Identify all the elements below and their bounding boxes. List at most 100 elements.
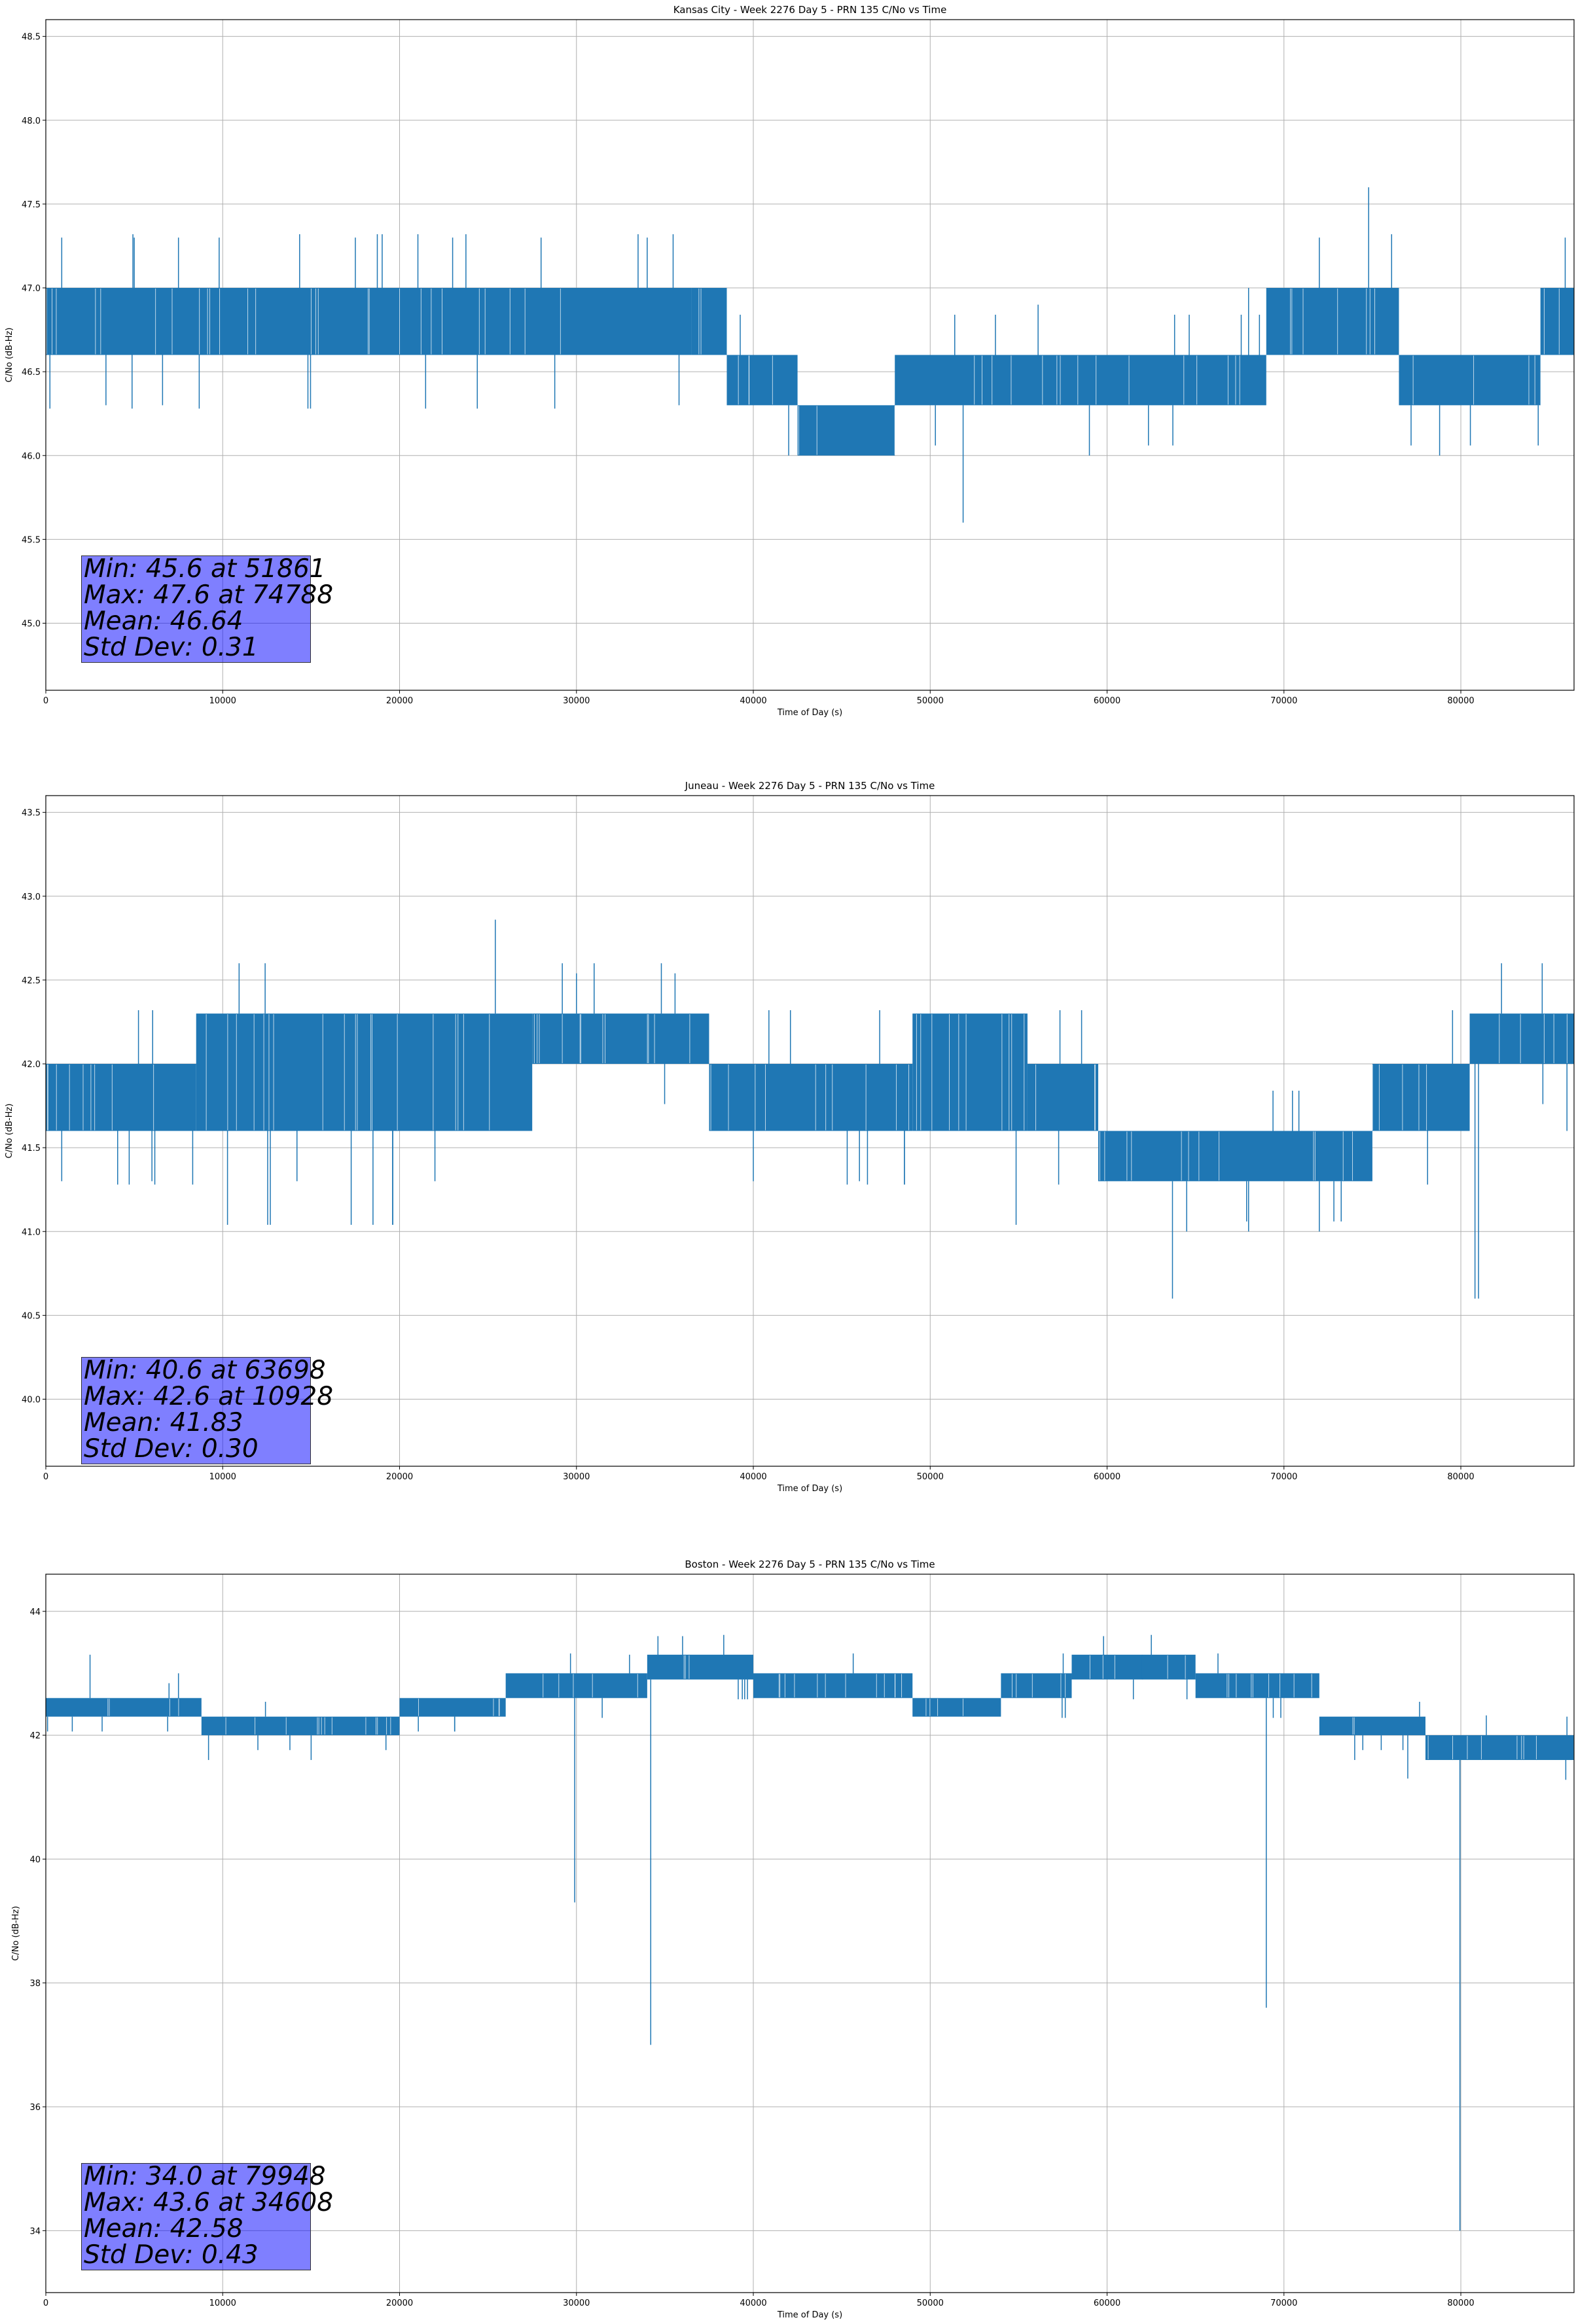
- y-tick-label: 36: [29, 2103, 41, 2113]
- stats-min: Min: 34.0 at 79948: [84, 2162, 326, 2191]
- stats-max: Max: 42.6 at 10928: [84, 1382, 334, 1411]
- x-tick-label: 30000: [563, 1472, 590, 1482]
- x-tick-label: 10000: [209, 2298, 236, 2308]
- data-band: [1540, 288, 1574, 355]
- data-band: [1266, 288, 1399, 355]
- chart-title: Boston - Week 2276 Day 5 - PRN 135 C/No …: [685, 1558, 935, 1570]
- data-band: [1098, 1131, 1372, 1182]
- x-axis-label: Time of Day (s): [777, 708, 842, 718]
- data-band: [726, 355, 798, 406]
- data-band: [1071, 1655, 1196, 1680]
- data-series-texture: [46, 1634, 1575, 1780]
- y-tick-label: 46.5: [22, 368, 41, 378]
- data-band: [532, 1013, 709, 1064]
- x-tick-label: 0: [43, 1472, 48, 1482]
- x-tick-label: 40000: [740, 696, 766, 706]
- y-tick-label: 45.0: [22, 620, 41, 629]
- y-tick-label: 48.5: [22, 33, 41, 43]
- data-band: [399, 1698, 506, 1717]
- plot-panel-juneau: 0 10000 20000 30000 40000 50000 60000 70000 8000…: [0, 776, 1576, 1540]
- data-band: [647, 1655, 754, 1680]
- y-tick-label: 45.5: [22, 535, 41, 545]
- x-tick-label: 0: [43, 2298, 48, 2308]
- stats-std-dev: Std Dev: 0.30: [84, 1434, 259, 1464]
- axes-frame: [45, 19, 1575, 691]
- data-band: [912, 1698, 1001, 1717]
- y-tick-label: 43.5: [22, 809, 41, 819]
- x-tick-label: 80000: [1447, 1472, 1474, 1482]
- y-tick-label: 48.0: [22, 116, 41, 126]
- data-band: [46, 1064, 196, 1131]
- x-axis-label: Time of Day (s): [777, 1484, 842, 1494]
- data-band: [196, 1013, 533, 1131]
- y-tick-label: 44: [29, 1608, 41, 1617]
- data-band: [46, 1698, 202, 1717]
- x-tick-label: 30000: [563, 696, 590, 706]
- x-tick-label: 0: [43, 696, 48, 706]
- y-tick-label: 46.0: [22, 451, 41, 461]
- x-tick-label: 20000: [386, 696, 413, 706]
- chart-svg: 0 10000 20000 30000 40000 50000 60000 70000 8000…: [11, 1558, 1575, 2320]
- data-band: [1469, 1013, 1574, 1064]
- data-band: [1399, 355, 1541, 406]
- y-tick-label: 42.0: [22, 1060, 41, 1070]
- chart-svg: 0 10000 20000 30000 40000 50000 60000 70000 8000…: [5, 4, 1575, 718]
- x-tick-label: 20000: [386, 2298, 413, 2308]
- y-tick-label: 43.0: [22, 892, 41, 902]
- chart-title: Kansas City - Week 2276 Day 5 - PRN 135 …: [673, 4, 947, 16]
- x-tick-label: 70000: [1270, 2298, 1297, 2308]
- y-tick-label: 47.5: [22, 200, 41, 210]
- x-tick-label: 50000: [917, 696, 944, 706]
- x-tick-label: 80000: [1447, 696, 1474, 706]
- axes-frame: [45, 795, 1575, 1467]
- x-tick-label: 50000: [917, 1472, 944, 1482]
- x-tick-label: 70000: [1270, 1472, 1297, 1482]
- y-tick-label: 38: [29, 1979, 41, 1989]
- data-band: [691, 288, 727, 355]
- y-tick-label: 42.5: [22, 976, 41, 986]
- data-band: [797, 405, 895, 456]
- data-band: [753, 1673, 913, 1699]
- stats-max: Max: 43.6 at 34608: [84, 2188, 334, 2217]
- x-tick-label: 20000: [386, 1472, 413, 1482]
- stats-min: Min: 40.6 at 63698: [84, 1356, 326, 1385]
- data-band: [1425, 1735, 1574, 1760]
- stats-max: Max: 47.6 at 74788: [84, 580, 334, 610]
- data-band: [1319, 1716, 1425, 1736]
- data-series-texture: [46, 234, 1560, 455]
- y-axis-label: C/No (dB-Hz): [5, 328, 14, 383]
- plot-panel-kansas-city: 0 10000 20000 30000 40000 50000 60000 70000 8000…: [0, 0, 1576, 764]
- stats-box: Min: 45.6 at 51861 Max: 47.6 at 74788 Me…: [81, 554, 334, 663]
- y-tick-label: 40.0: [22, 1396, 41, 1405]
- stats-box: Min: 40.6 at 63698 Max: 42.6 at 10928 Me…: [81, 1356, 334, 1464]
- data-band: [895, 355, 1266, 406]
- x-tick-label: 30000: [563, 2298, 590, 2308]
- stats-std-dev: Std Dev: 0.31: [84, 633, 259, 662]
- data-band: [1195, 1673, 1319, 1699]
- data-band: [46, 288, 692, 355]
- y-tick-label: 42: [29, 1731, 41, 1741]
- data-band: [1001, 1673, 1072, 1699]
- y-tick-label: 41.5: [22, 1144, 41, 1153]
- y-tick-label: 34: [29, 2227, 41, 2236]
- x-axis-label: Time of Day (s): [777, 2310, 842, 2320]
- stats-box: Min: 34.0 at 79948 Max: 43.6 at 34608 Me…: [81, 2162, 334, 2270]
- y-tick-label: 47.0: [22, 284, 41, 294]
- chart-svg: 0 10000 20000 30000 40000 50000 60000 70000 8000…: [5, 780, 1575, 1494]
- y-axis-label: C/No (dB-Hz): [11, 1906, 21, 1961]
- stats-min: Min: 45.6 at 51861: [84, 554, 326, 584]
- chart-title: Juneau - Week 2276 Day 5 - PRN 135 C/No …: [685, 780, 935, 792]
- data-band: [709, 1064, 913, 1131]
- stats-mean: Mean: 42.58: [84, 2214, 243, 2244]
- y-tick-label: 41.0: [22, 1227, 41, 1237]
- data-band: [1027, 1064, 1099, 1131]
- y-tick-label: 40.5: [22, 1311, 41, 1321]
- x-tick-label: 50000: [917, 2298, 944, 2308]
- stats-mean: Mean: 46.64: [84, 607, 243, 636]
- x-tick-label: 70000: [1270, 696, 1297, 706]
- axes-frame: [45, 1574, 1575, 2293]
- data-band: [1372, 1064, 1470, 1131]
- x-tick-label: 10000: [209, 1472, 236, 1482]
- plot-panel-boston: 0 10000 20000 30000 40000 50000 60000 70000 8000…: [0, 1555, 1576, 2321]
